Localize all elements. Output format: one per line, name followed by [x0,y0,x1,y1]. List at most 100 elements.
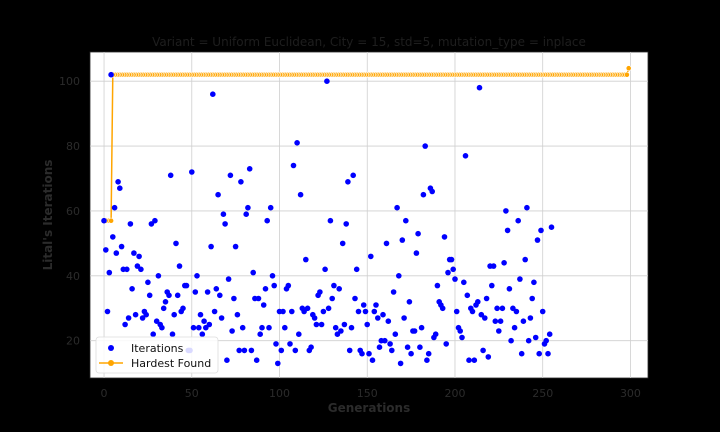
iteration-point [366,350,372,357]
iteration-point [282,324,288,331]
iteration-point [155,273,162,279]
iteration-point [253,357,260,364]
iteration-point [125,315,132,321]
iteration-point [534,237,541,243]
iteration-point [192,289,199,295]
iteration-point [489,282,495,289]
legend: Iterations Hardest Found [95,336,219,374]
iteration-point [317,289,323,295]
iteration-point [396,273,402,279]
iteration-point [124,266,130,273]
iteration-point [450,266,457,273]
iteration-point [127,221,134,227]
iteration-point [403,217,409,224]
iteration-point [117,185,123,191]
x-tick-label: 250 [532,387,553,400]
iteration-point [313,321,320,328]
iteration-point [432,331,439,338]
iteration-point [532,334,539,341]
y-tick-label: 80 [66,140,80,153]
iteration-point [434,282,441,289]
iteration-point [246,166,253,172]
iteration-point [392,331,399,338]
iteration-point [329,295,336,302]
iteration-point [417,344,423,351]
legend-iterations-marker [108,345,114,351]
iteration-point [324,78,330,84]
iteration-point [264,217,271,224]
iteration-point [211,308,218,315]
chart-title: Variant = Uniform Euclidean, City = 15, … [152,35,586,49]
iteration-point [513,308,520,315]
iteration-point [371,308,378,315]
iteration-point [506,286,513,292]
iteration-point [131,250,137,256]
iteration-point [518,350,525,357]
y-axis-ticks: 20 40 60 80 100 [59,75,80,348]
iteration-point [531,279,537,286]
iteration-point [322,266,328,273]
iteration-point [380,311,386,318]
iteration-point [441,234,448,240]
iteration-point [545,350,551,357]
iteration-point [174,292,181,299]
iteration-point [236,347,242,354]
iteration-point [503,208,509,214]
iteration-point [352,295,358,302]
iteration-point [520,318,527,325]
iteration-point [239,324,246,331]
iteration-point [390,289,397,295]
iteration-point [308,344,314,351]
iteration-point [104,308,111,315]
iteration-point [364,321,371,328]
iteration-point [136,253,142,260]
iteration-point [132,311,139,318]
iteration-point [466,357,472,364]
iteration-point [413,250,420,256]
iteration-point [227,172,234,179]
iteration-point [103,247,109,253]
iteration-point [287,341,293,347]
y-tick-label: 100 [59,75,80,88]
iteration-point [517,276,523,282]
iteration-point [341,321,348,328]
iteration-point [243,211,249,217]
iteration-point [425,350,432,357]
iteration-point [338,328,344,334]
x-tick-label: 150 [357,387,378,400]
iteration-point [297,191,304,198]
iteration-point [122,321,128,328]
iteration-point [471,357,478,364]
iteration-point [475,299,481,305]
iteration-point [106,269,113,276]
iteration-point [448,256,455,263]
x-tick-label: 300 [620,387,641,400]
iteration-point [229,328,235,334]
iteration-point [153,318,160,325]
hardest-found-series [101,65,632,224]
iteration-point [173,240,179,247]
iteration-point [399,237,406,243]
iteration-point [208,243,214,250]
iteration-point [189,169,195,175]
iteration-point [206,321,213,328]
iteration-point [304,305,311,312]
iteration-point [318,321,325,328]
iteration-point [311,315,318,321]
iteration-point [504,227,511,234]
iteration-point [525,337,532,344]
iteration-point [480,347,486,354]
iteration-point [215,191,221,198]
iteration-point [241,347,248,354]
iteration-point [548,224,555,230]
iteration-point [145,279,151,286]
iteration-point [303,256,309,263]
iteration-point [418,324,425,331]
iteration-point [194,273,200,279]
iteration-point [373,302,379,308]
iteration-point [339,240,346,247]
iteration-point [166,292,172,299]
iteration-point [225,276,232,282]
iteration-point [224,357,230,364]
